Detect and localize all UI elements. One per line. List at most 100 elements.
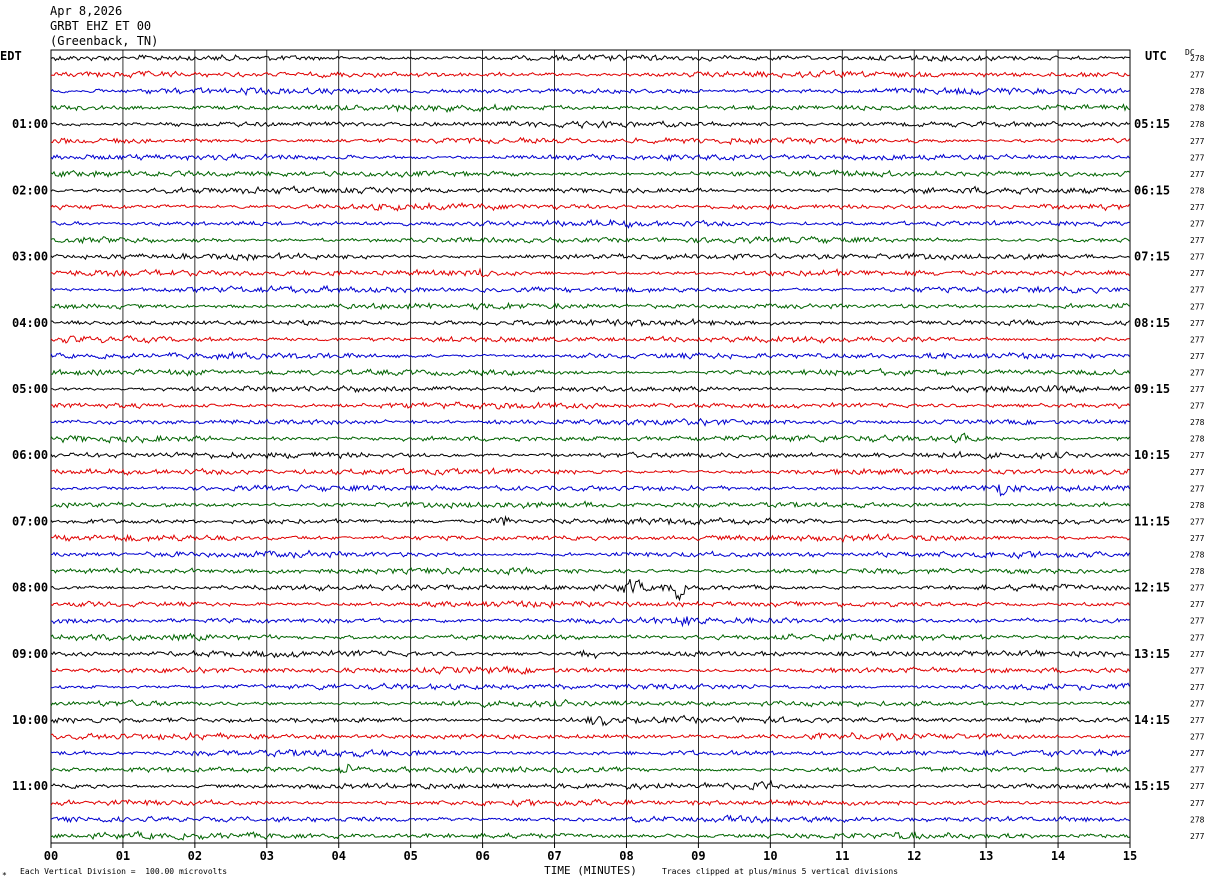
seismic-trace bbox=[50, 417, 1130, 427]
seismic-trace bbox=[50, 763, 1130, 774]
dc-offset-label: 277 bbox=[1190, 352, 1205, 361]
seismic-trace bbox=[50, 169, 1130, 179]
date-label: Apr 8,2026 bbox=[50, 4, 123, 18]
x-tick-label: 02 bbox=[188, 849, 202, 863]
right-hour-label: 07:15 bbox=[1134, 250, 1170, 264]
dc-offset-label: 278 bbox=[1190, 435, 1205, 444]
seismic-trace bbox=[50, 86, 1130, 97]
seismic-trace bbox=[50, 814, 1130, 824]
seismic-trace bbox=[50, 599, 1130, 609]
dc-offset-label: 277 bbox=[1190, 236, 1205, 245]
seismic-trace bbox=[50, 218, 1130, 229]
x-tick-label: 01 bbox=[116, 849, 130, 863]
dc-offset-label: 278 bbox=[1190, 418, 1205, 427]
dc-offset-label: 277 bbox=[1190, 650, 1205, 659]
x-tick-label: 14 bbox=[1051, 849, 1065, 863]
seismic-trace bbox=[50, 748, 1130, 758]
right-hour-label: 14:15 bbox=[1134, 713, 1170, 727]
dc-offset-label: 278 bbox=[1190, 54, 1205, 63]
left-hour-label: 06:00 bbox=[12, 448, 48, 462]
dc-offset-label: 277 bbox=[1190, 286, 1205, 295]
seismic-trace bbox=[50, 284, 1130, 295]
station-label: GRBT EHZ ET 00 bbox=[50, 19, 152, 33]
location-label: (Greenback, TN) bbox=[50, 34, 159, 48]
left-hour-label: 07:00 bbox=[12, 514, 48, 528]
seismic-trace bbox=[50, 450, 1130, 460]
left-timezone-label: EDT bbox=[0, 49, 22, 63]
seismic-trace bbox=[50, 578, 1130, 602]
left-hour-label: 09:00 bbox=[12, 647, 48, 661]
seismic-trace bbox=[50, 301, 1130, 311]
seismic-trace bbox=[50, 201, 1130, 212]
seismic-trace bbox=[50, 185, 1130, 196]
dc-offset-label: 277 bbox=[1190, 335, 1205, 344]
dc-offset-label: 277 bbox=[1190, 153, 1205, 162]
seismic-trace bbox=[50, 69, 1130, 79]
seismic-trace bbox=[50, 616, 1130, 628]
dc-offset-label: 278 bbox=[1190, 551, 1205, 560]
x-tick-label: 10 bbox=[763, 849, 777, 863]
dc-offset-label: 277 bbox=[1190, 584, 1205, 593]
right-hour-label: 13:15 bbox=[1134, 647, 1170, 661]
dc-offset-label: 277 bbox=[1190, 319, 1205, 328]
seismic-trace bbox=[50, 830, 1130, 841]
x-tick-label: 06 bbox=[475, 849, 489, 863]
x-tick-label: 12 bbox=[907, 849, 921, 863]
x-tick-label: 15 bbox=[1123, 849, 1137, 863]
dc-offset-label: 277 bbox=[1190, 220, 1205, 229]
x-tick-label: 00 bbox=[44, 849, 58, 863]
x-axis-label: TIME (MINUTES) bbox=[544, 864, 637, 877]
dc-offset-label: 277 bbox=[1190, 666, 1205, 675]
dc-offset-label: 277 bbox=[1190, 832, 1205, 841]
dc-offset-label: 277 bbox=[1190, 170, 1205, 179]
dc-offset-label: 277 bbox=[1190, 451, 1205, 460]
dc-offset-label: 277 bbox=[1190, 633, 1205, 642]
seismic-trace bbox=[50, 335, 1130, 344]
x-tick-label: 11 bbox=[835, 849, 849, 863]
seismic-trace bbox=[50, 549, 1130, 560]
x-tick-label: 07 bbox=[547, 849, 561, 863]
left-hour-label: 04:00 bbox=[12, 316, 48, 330]
dc-offset-label: 277 bbox=[1190, 269, 1205, 278]
seismic-trace bbox=[50, 432, 1130, 444]
right-hour-label: 05:15 bbox=[1134, 117, 1170, 131]
left-hour-label: 03:00 bbox=[12, 250, 48, 264]
right-hour-label: 10:15 bbox=[1134, 448, 1170, 462]
x-tick-label: 08 bbox=[619, 849, 633, 863]
dc-offset-label: 277 bbox=[1190, 402, 1205, 411]
seismic-trace bbox=[50, 698, 1130, 709]
right-hour-label: 06:15 bbox=[1134, 183, 1170, 197]
dc-offset-label: 277 bbox=[1190, 517, 1205, 526]
dc-offset-label: 278 bbox=[1190, 120, 1205, 129]
dc-offset-label: 278 bbox=[1190, 815, 1205, 824]
dc-offset-label: 277 bbox=[1190, 766, 1205, 775]
dc-header-label: DC bbox=[1185, 48, 1195, 57]
plot-frame bbox=[50, 49, 1131, 844]
left-hour-label: 05:00 bbox=[12, 382, 48, 396]
seismic-trace bbox=[50, 120, 1130, 130]
dc-offset-label: 277 bbox=[1190, 385, 1205, 394]
dc-offset-label: 277 bbox=[1190, 716, 1205, 725]
right-hour-label: 08:15 bbox=[1134, 316, 1170, 330]
dc-offset-label: 278 bbox=[1190, 186, 1205, 195]
seismic-trace bbox=[50, 665, 1130, 675]
seismic-trace bbox=[50, 251, 1130, 262]
x-tick-label: 05 bbox=[403, 849, 417, 863]
dc-offset-label: 277 bbox=[1190, 368, 1205, 377]
right-hour-label: 15:15 bbox=[1134, 779, 1170, 793]
seismic-trace bbox=[50, 682, 1130, 692]
dc-offset-label: 277 bbox=[1190, 749, 1205, 758]
scale-note: Each Vertical Division = 100.00 microvol… bbox=[20, 867, 228, 876]
right-hour-label: 09:15 bbox=[1134, 382, 1170, 396]
seismic-trace bbox=[50, 350, 1130, 361]
right-hour-label: 11:15 bbox=[1134, 514, 1170, 528]
seismic-trace bbox=[50, 235, 1130, 245]
seismic-trace bbox=[50, 798, 1130, 808]
right-timezone-label: UTC bbox=[1145, 49, 1167, 63]
seismic-trace bbox=[50, 103, 1130, 114]
left-hour-label: 02:00 bbox=[12, 183, 48, 197]
seismic-trace bbox=[50, 514, 1130, 526]
left-hour-label: 08:00 bbox=[12, 581, 48, 595]
dc-offset-label: 277 bbox=[1190, 700, 1205, 709]
